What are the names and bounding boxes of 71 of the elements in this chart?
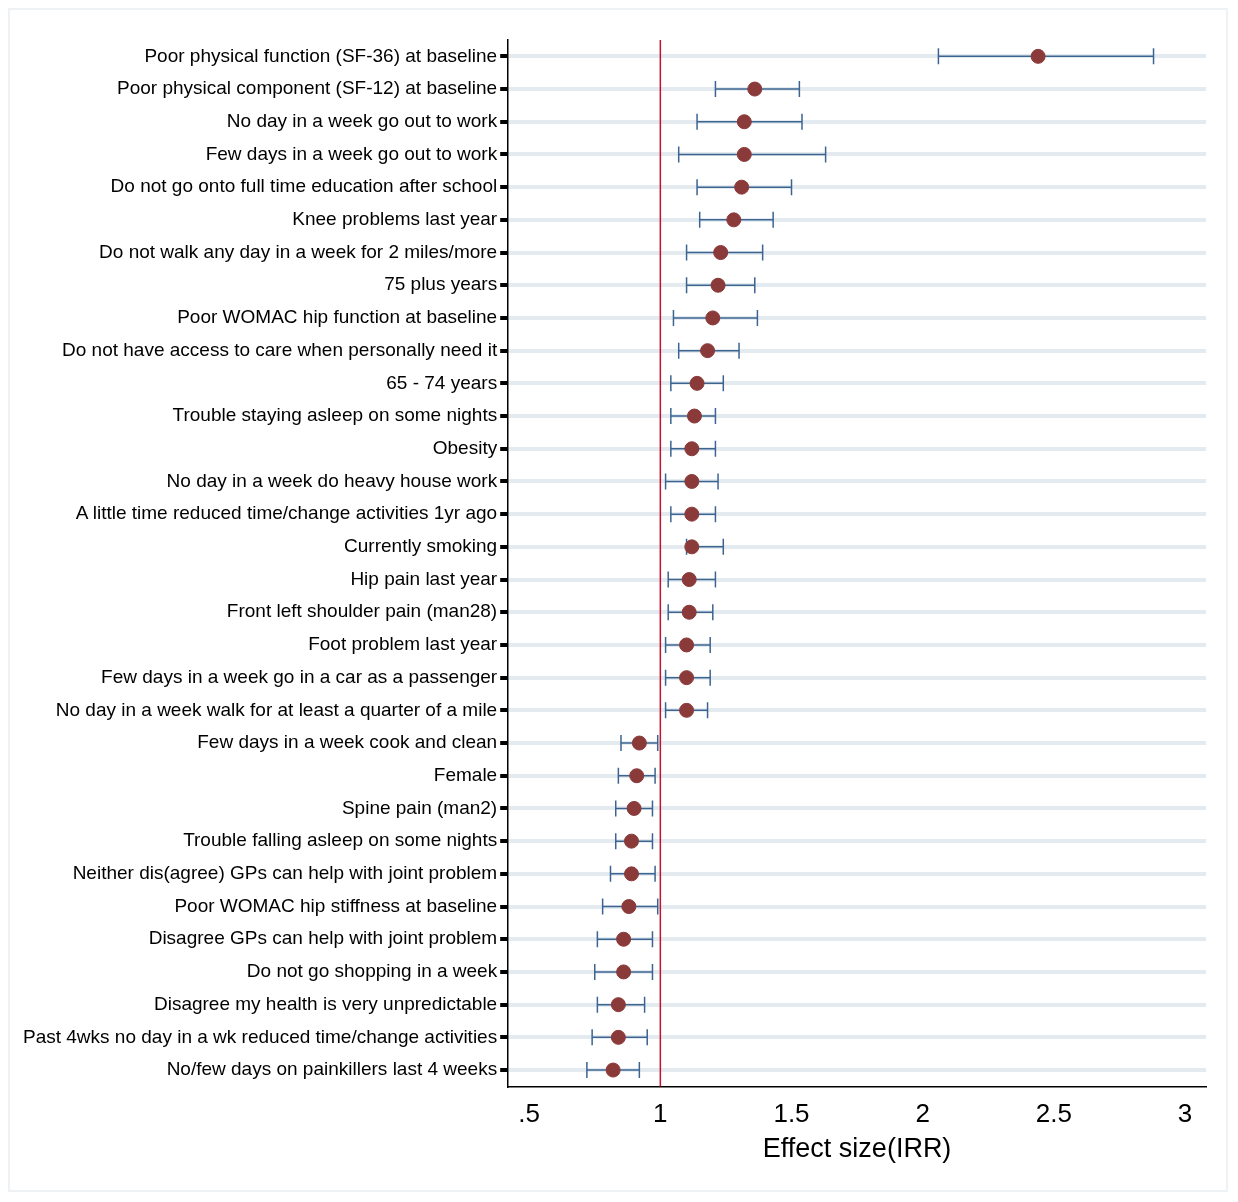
point bbox=[679, 702, 695, 718]
point bbox=[629, 768, 645, 784]
y-tick-label: Few days in a week go out to work bbox=[205, 142, 498, 164]
y-tick-label: No day in a week walk for at least a quarter of a mile bbox=[55, 698, 498, 720]
point bbox=[626, 800, 642, 816]
point bbox=[689, 375, 705, 391]
x-tick-label: 2.5 bbox=[1035, 1098, 1072, 1129]
point bbox=[631, 735, 647, 751]
y-tick-label: 65 - 74 years bbox=[386, 371, 498, 393]
point bbox=[621, 899, 637, 915]
y-tick-label: Do not walk any day in a week for 2 miles/more bbox=[99, 240, 498, 262]
point bbox=[700, 343, 716, 359]
x-tick-label: .5 bbox=[518, 1098, 541, 1129]
y-tick-label: Currently smoking bbox=[344, 535, 498, 557]
y-tick-label: Neither dis(agree) GPs can help with joint problem bbox=[72, 862, 498, 884]
x-tick-label: 2 bbox=[915, 1098, 930, 1129]
point bbox=[681, 604, 697, 620]
point bbox=[705, 310, 721, 326]
y-tick-label: No/few days on painkillers last 4 weeks bbox=[166, 1058, 498, 1080]
point bbox=[605, 1062, 621, 1078]
x-tick-label: 3 bbox=[1177, 1098, 1193, 1129]
y-tick-label: Poor physical function (SF-36) at baseline bbox=[144, 44, 498, 66]
y-tick-label: Few days in a week cook and clean bbox=[197, 731, 498, 753]
y-tick-label: Hip pain last year bbox=[350, 567, 498, 589]
y-tick-label: Spine pain (man2) bbox=[341, 796, 498, 818]
y-tick-label: Past 4wks no day in a wk reduced time/change activities bbox=[23, 1025, 498, 1047]
y-tick-label: Do not have access to care when personally need it bbox=[62, 338, 498, 360]
y-tick-label: Few days in a week go in a car as a passenger bbox=[101, 665, 498, 687]
y-tick-label: Poor WOMAC hip function at baseline bbox=[177, 306, 498, 328]
y-tick-label: 75 plus years bbox=[384, 273, 498, 295]
y-tick-label: Trouble staying asleep on some nights bbox=[172, 404, 498, 426]
point bbox=[616, 964, 632, 980]
y-tick-label: Poor physical component (SF-12) at baseline bbox=[116, 77, 498, 99]
y-tick-label: No day in a week do heavy house work bbox=[166, 469, 498, 491]
point bbox=[681, 572, 697, 588]
y-tick-label: Disagree GPs can help with joint problem bbox=[148, 927, 498, 949]
point bbox=[684, 506, 700, 522]
point bbox=[623, 866, 639, 882]
x-tick-label: 1 bbox=[653, 1098, 668, 1129]
y-tick-label: Female bbox=[433, 763, 498, 785]
point bbox=[684, 441, 700, 457]
point bbox=[713, 245, 729, 261]
point bbox=[623, 833, 639, 849]
y-tick-label: Do not go onto full time education after school bbox=[110, 175, 498, 197]
point bbox=[1030, 48, 1046, 64]
y-tick-label: Knee problems last year bbox=[292, 208, 498, 230]
point bbox=[610, 1029, 626, 1045]
point bbox=[747, 81, 763, 97]
point bbox=[710, 277, 726, 293]
y-tick-label: Foot problem last year bbox=[308, 633, 498, 655]
y-tick-label: Poor WOMAC hip stiffness at baseline bbox=[174, 894, 498, 916]
point bbox=[736, 146, 752, 162]
point bbox=[679, 637, 695, 653]
point bbox=[684, 539, 700, 555]
y-tick-label: Front left shoulder pain (man28) bbox=[226, 600, 498, 622]
x-axis-title: Effect size(IRR) bbox=[762, 1133, 952, 1164]
point bbox=[610, 997, 626, 1013]
y-tick-label: Disagree my health is very unpredictable bbox=[153, 992, 498, 1014]
point bbox=[679, 670, 695, 686]
point bbox=[726, 212, 742, 228]
point bbox=[734, 179, 750, 195]
y-tick-label: Do not go shopping in a week bbox=[246, 960, 498, 982]
y-tick-label: Trouble falling asleep on some nights bbox=[183, 829, 498, 851]
x-tick-label: 1.5 bbox=[773, 1098, 810, 1129]
point bbox=[684, 473, 700, 489]
y-tick-label: No day in a week go out to work bbox=[226, 109, 498, 131]
point bbox=[736, 114, 752, 130]
point bbox=[616, 931, 632, 947]
y-tick-label: Obesity bbox=[432, 436, 498, 458]
point bbox=[686, 408, 702, 424]
y-tick-label: A little time reduced time/change activities 1yr ago bbox=[75, 502, 498, 524]
